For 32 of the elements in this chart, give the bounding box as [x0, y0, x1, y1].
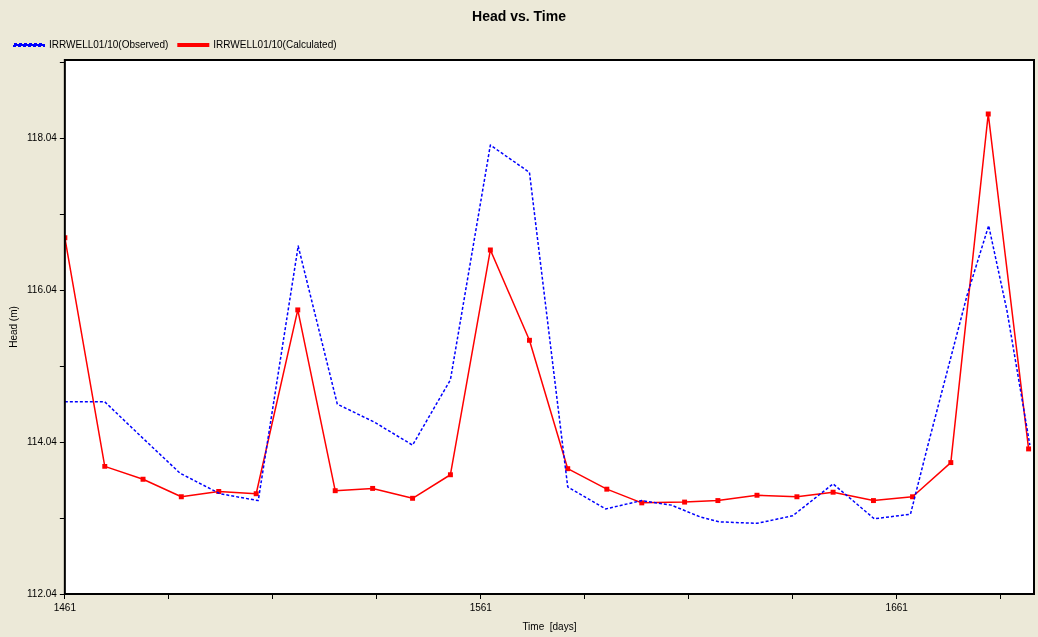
y-axis-title: Head (m): [7, 306, 19, 348]
point: [178, 494, 184, 500]
x-tick-label: 1461: [53, 601, 77, 613]
point: [332, 488, 338, 494]
point: [447, 472, 453, 478]
point: [682, 499, 688, 505]
point: [715, 498, 721, 504]
point: [102, 463, 108, 469]
point: [295, 307, 301, 313]
x-axis-title: Time [days]: [522, 620, 577, 632]
legend-label: IRRWELL01/10(Observed): [49, 38, 169, 50]
point: [253, 491, 259, 497]
point: [140, 476, 146, 482]
point: [948, 460, 954, 466]
point: [830, 489, 836, 495]
legend-label: IRRWELL01/10(Calculated): [213, 38, 337, 50]
point: [985, 111, 991, 117]
x-tick-label: 1561: [469, 601, 493, 613]
point: [526, 337, 532, 343]
chart-title: Head vs. Time: [471, 8, 567, 24]
y-tick-label: 112.04: [27, 587, 58, 599]
point: [487, 247, 493, 253]
x-tick-label: 1661: [885, 601, 909, 613]
point: [604, 486, 610, 492]
y-tick-label: 118.04: [27, 131, 58, 143]
y-tick-label: 116.04: [27, 283, 58, 295]
point: [370, 485, 376, 491]
point: [410, 495, 416, 501]
point: [794, 494, 800, 500]
point: [870, 498, 876, 504]
y-tick-label: 114.04: [27, 435, 58, 447]
point: [1026, 446, 1032, 452]
